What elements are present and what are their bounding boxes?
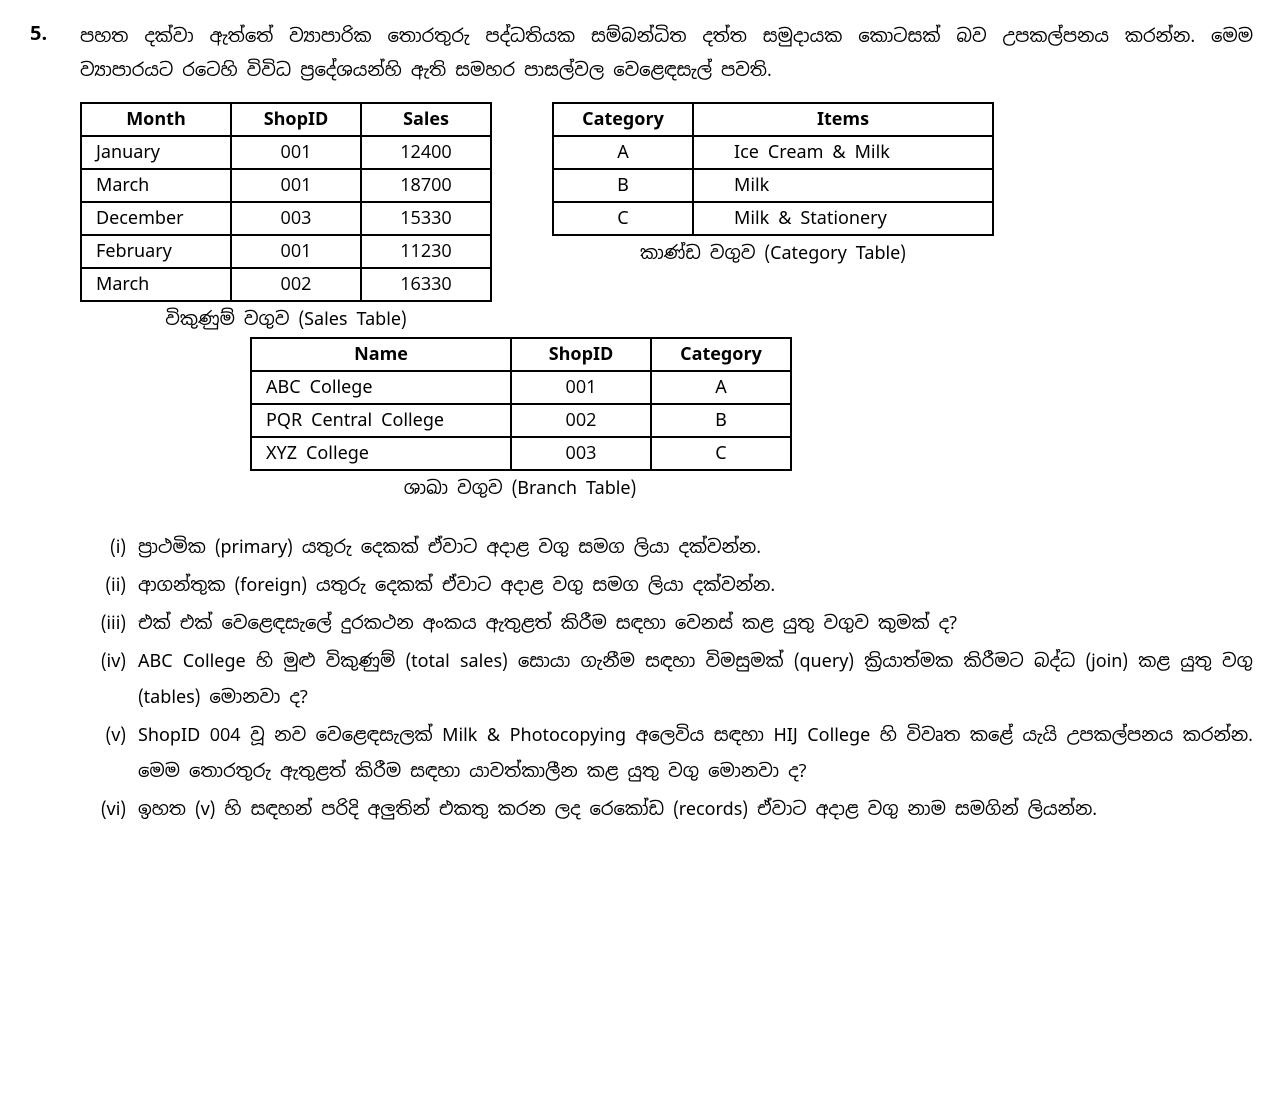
- cell: 001: [231, 169, 361, 202]
- sub-questions: (i) ප්‍රාථමික (primary) යතුරු දෙකක් ඒවාට…: [80, 530, 1253, 828]
- cell: A: [651, 371, 791, 404]
- sub-question: (v) ShopID 004 වූ නව වෙළෙඳසැලක් Milk & P…: [80, 718, 1253, 790]
- sub-q-number: (ii): [80, 568, 126, 604]
- cell: 003: [231, 202, 361, 235]
- table-row: March 001 18700: [81, 169, 491, 202]
- cell: March: [81, 268, 231, 301]
- cell: Milk: [693, 169, 993, 202]
- sub-q-text: ShopID 004 වූ නව වෙළෙඳසැලක් Milk & Photo…: [138, 718, 1253, 790]
- col-items: Items: [693, 103, 993, 136]
- cell: 11230: [361, 235, 491, 268]
- sub-question: (ii) ආගන්තුක (foreign) යතුරු දෙකක් ඒවාට …: [80, 568, 1253, 604]
- cell: Milk & Stationery: [693, 202, 993, 235]
- cell: XYZ College: [251, 437, 511, 470]
- cell: 15330: [361, 202, 491, 235]
- cell: February: [81, 235, 231, 268]
- table-header-row: Month ShopID Sales: [81, 103, 491, 136]
- col-category: Category: [553, 103, 693, 136]
- table-row: XYZ College 003 C: [251, 437, 791, 470]
- sub-q-number: (iii): [80, 606, 126, 642]
- cell: Ice Cream & Milk: [693, 136, 993, 169]
- table-row: December 003 15330: [81, 202, 491, 235]
- category-table: Category Items A Ice Cream & Milk B Milk: [552, 102, 994, 236]
- col-month: Month: [81, 103, 231, 136]
- sub-q-text: ඉහත (v) හි සඳහන් පරිදි අලුතින් එකතු කරන …: [138, 792, 1253, 828]
- question-block: 5. පහත දක්වා ඇත්තේ ව්‍යාපාරික තොරතුරු පද…: [30, 20, 1253, 830]
- sales-table: Month ShopID Sales January 001 12400 Mar…: [80, 102, 492, 302]
- col-shopid: ShopID: [511, 338, 651, 371]
- table-row: ABC College 001 A: [251, 371, 791, 404]
- cell: December: [81, 202, 231, 235]
- sub-question: (i) ප්‍රාථමික (primary) යතුරු දෙකක් ඒවාට…: [80, 530, 1253, 566]
- branch-table-block: Name ShopID Category ABC College 001 A P…: [250, 337, 1253, 500]
- intro-text: පහත දක්වා ඇත්තේ ව්‍යාපාරික තොරතුරු පද්ධත…: [80, 20, 1253, 88]
- question-body: පහත දක්වා ඇත්තේ ව්‍යාපාරික තොරතුරු පද්ධත…: [80, 20, 1253, 830]
- cell: ABC College: [251, 371, 511, 404]
- sub-question: (iv) ABC College හි මුළු විකුණුම් (total…: [80, 644, 1253, 716]
- sub-q-number: (v): [80, 718, 126, 790]
- table-row: March 002 16330: [81, 268, 491, 301]
- cell: A: [553, 136, 693, 169]
- cell: 18700: [361, 169, 491, 202]
- cell: B: [553, 169, 693, 202]
- table-row: B Milk: [553, 169, 993, 202]
- cell: January: [81, 136, 231, 169]
- sub-q-text: එක් එක් වෙළෙඳසැලේ දුරකථන අංකය ඇතුළත් කිර…: [138, 606, 1253, 642]
- cell: 001: [231, 235, 361, 268]
- sales-caption: විකුණුම් වගුව (Sales Table): [80, 308, 492, 331]
- table-row: January 001 12400: [81, 136, 491, 169]
- cell: PQR Central College: [251, 404, 511, 437]
- branch-table: Name ShopID Category ABC College 001 A P…: [250, 337, 792, 471]
- sub-q-text: ප්‍රාථමික (primary) යතුරු දෙකක් ඒවාට අදා…: [138, 530, 1253, 566]
- table-row: C Milk & Stationery: [553, 202, 993, 235]
- table-header-row: Category Items: [553, 103, 993, 136]
- table-row: February 001 11230: [81, 235, 491, 268]
- cell: 003: [511, 437, 651, 470]
- question-number: 5.: [30, 20, 60, 830]
- cell: C: [553, 202, 693, 235]
- sub-question: (iii) එක් එක් වෙළෙඳසැලේ දුරකථන අංකය ඇතුළ…: [80, 606, 1253, 642]
- cell: 001: [231, 136, 361, 169]
- cell: 001: [511, 371, 651, 404]
- cell: 002: [231, 268, 361, 301]
- sub-q-number: (vi): [80, 792, 126, 828]
- sub-question: (vi) ඉහත (v) හි සඳහන් පරිදි අලුතින් එකතු…: [80, 792, 1253, 828]
- col-category: Category: [651, 338, 791, 371]
- cell: C: [651, 437, 791, 470]
- cell: B: [651, 404, 791, 437]
- sub-q-number: (iv): [80, 644, 126, 716]
- sub-q-number: (i): [80, 530, 126, 566]
- cell: 002: [511, 404, 651, 437]
- table-header-row: Name ShopID Category: [251, 338, 791, 371]
- category-caption: කාණ්ඩ වගුව (Category Table): [552, 242, 994, 265]
- branch-caption: ශාඛා වගුව (Branch Table): [250, 477, 790, 500]
- sub-q-text: ආගන්තුක (foreign) යතුරු දෙකක් ඒවාට අදාළ …: [138, 568, 1253, 604]
- top-tables-row: Month ShopID Sales January 001 12400 Mar…: [80, 102, 1253, 331]
- col-sales: Sales: [361, 103, 491, 136]
- sales-table-block: Month ShopID Sales January 001 12400 Mar…: [80, 102, 492, 331]
- col-shopid: ShopID: [231, 103, 361, 136]
- col-name: Name: [251, 338, 511, 371]
- cell: 16330: [361, 268, 491, 301]
- cell: 12400: [361, 136, 491, 169]
- table-row: PQR Central College 002 B: [251, 404, 791, 437]
- table-row: A Ice Cream & Milk: [553, 136, 993, 169]
- category-table-block: Category Items A Ice Cream & Milk B Milk: [552, 102, 994, 265]
- sub-q-text: ABC College හි මුළු විකුණුම් (total sale…: [138, 644, 1253, 716]
- cell: March: [81, 169, 231, 202]
